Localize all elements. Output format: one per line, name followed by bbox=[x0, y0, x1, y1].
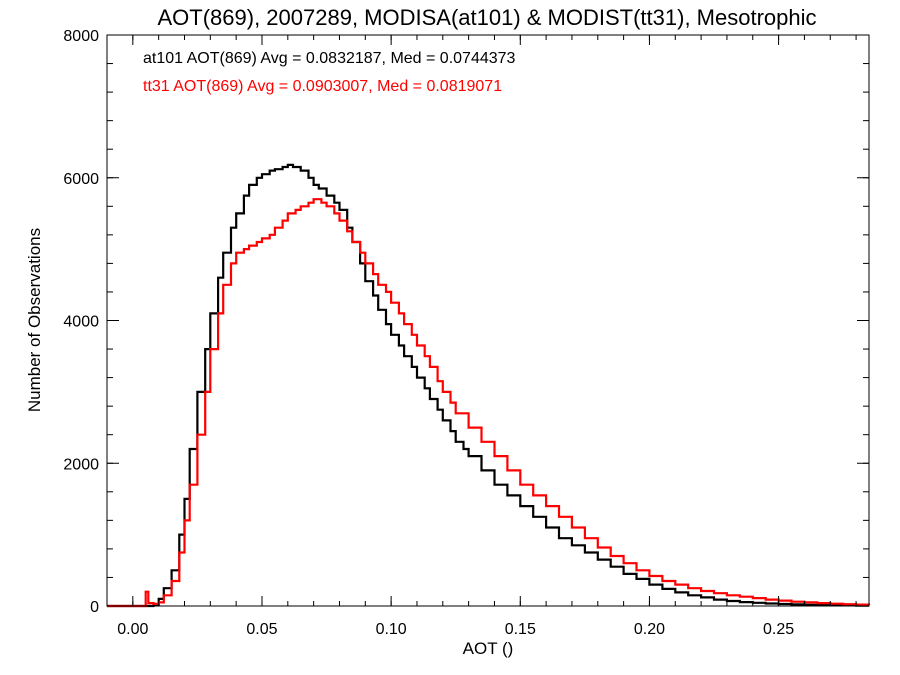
y-tick-label: 4000 bbox=[63, 314, 99, 331]
annotation-tt31: tt31 AOT(869) Avg = 0.0903007, Med = 0.0… bbox=[143, 78, 502, 95]
y-tick-label: 8000 bbox=[63, 28, 99, 45]
x-tick-label: 0.05 bbox=[246, 621, 277, 638]
annotation-at101: at101 AOT(869) Avg = 0.0832187, Med = 0.… bbox=[143, 50, 516, 67]
axis-layer: 0.00 0.05 0.10 0.15 0.20 0.25 0 2000 4000 6000 800… bbox=[63, 28, 869, 638]
y-tick-label: 0 bbox=[90, 599, 99, 616]
chart-title: AOT(869), 2007289, MODISA(at101) & MODIS… bbox=[157, 5, 816, 30]
x-axis-label: AOT () bbox=[463, 639, 514, 658]
y-axis-label: Number of Observations bbox=[25, 228, 44, 412]
series-at101-line bbox=[107, 163, 869, 608]
y-tick-label: 6000 bbox=[63, 171, 99, 188]
x-tick-label: 0.20 bbox=[634, 621, 665, 638]
x-tick-label: 0.15 bbox=[505, 621, 536, 638]
x-tick-label: 0.25 bbox=[763, 621, 794, 638]
series-tt31-line bbox=[107, 198, 871, 608]
x-tick-label: 0.10 bbox=[376, 621, 407, 638]
x-tick-label: 0.00 bbox=[117, 621, 148, 638]
series-layer bbox=[107, 163, 871, 608]
y-tick-label: 2000 bbox=[63, 456, 99, 473]
